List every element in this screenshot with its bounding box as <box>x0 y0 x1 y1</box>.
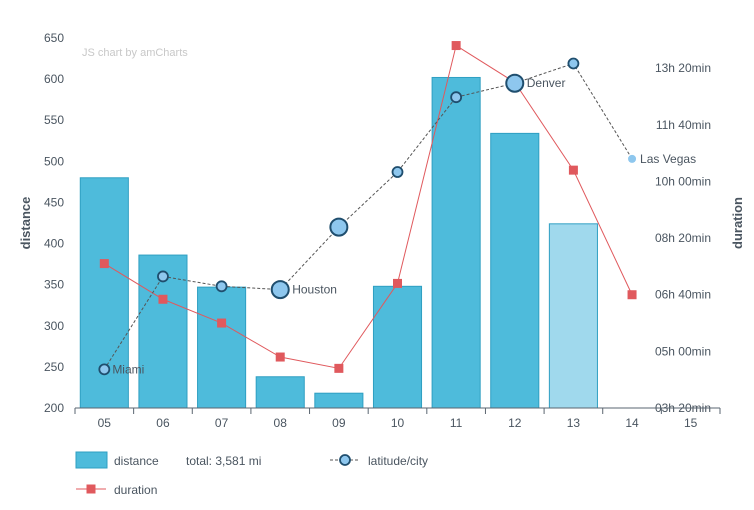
duration-point <box>393 279 402 288</box>
y-right-tick-label: 05h 00min <box>655 344 711 358</box>
y-right-tick-label: 10h 00min <box>655 174 711 188</box>
x-tick-label: 10 <box>391 416 405 430</box>
x-tick-label: 14 <box>625 416 639 430</box>
y-right-tick-label: 08h 20min <box>655 231 711 245</box>
bar-distance <box>373 286 421 408</box>
duration-point <box>452 41 461 50</box>
duration-point <box>276 353 285 362</box>
x-tick-label: 13 <box>567 416 581 430</box>
y-left-tick-label: 500 <box>44 154 64 168</box>
latitude-point <box>451 92 461 102</box>
duration-point <box>334 364 343 373</box>
x-tick-label: 11 <box>450 416 463 430</box>
legend-distance-label: distance <box>114 454 159 468</box>
duration-point <box>217 319 226 328</box>
duration-point <box>569 166 578 175</box>
y-right-tick-label: 13h 20min <box>655 61 711 75</box>
latitude-point <box>393 167 403 177</box>
duration-point <box>158 295 167 304</box>
y-right-tick-label: 11h 40min <box>656 118 711 132</box>
latitude-point <box>272 281 289 298</box>
bar-distance <box>256 377 304 408</box>
y-left-tick-label: 200 <box>44 401 64 415</box>
latitude-point <box>217 281 227 291</box>
latitude-point <box>330 219 347 236</box>
legend-duration-marker <box>87 485 96 494</box>
y-left-tick-label: 350 <box>44 278 64 292</box>
bar-distance <box>198 287 246 408</box>
city-label: Miami <box>112 362 144 376</box>
latitude-point <box>628 155 636 163</box>
y-left-tick-label: 300 <box>44 319 64 333</box>
legend-duration-label: duration <box>114 483 157 497</box>
city-label: Las Vegas <box>640 152 696 166</box>
bar-distance <box>491 133 539 408</box>
latitude-point <box>506 75 523 92</box>
duration-point <box>628 290 637 299</box>
bar-distance <box>549 224 597 408</box>
y-left-tick-label: 550 <box>44 113 64 127</box>
x-tick-label: 08 <box>274 416 288 430</box>
latitude-point <box>99 364 109 374</box>
bar-distance <box>432 77 480 408</box>
chart-credit: JS chart by amCharts <box>82 47 188 59</box>
city-label: Houston <box>292 283 337 297</box>
legend-distance-swatch <box>76 452 107 468</box>
legend-distance-total: total: 3,581 mi <box>186 454 261 468</box>
y-left-tick-label: 450 <box>44 195 64 209</box>
x-tick-label: 05 <box>98 416 112 430</box>
x-tick-label: 15 <box>684 416 698 430</box>
y-right-axis-title: duration <box>730 197 745 249</box>
latitude-point <box>158 271 168 281</box>
x-tick-label: 07 <box>215 416 229 430</box>
y-left-tick-label: 400 <box>44 237 64 251</box>
y-right-tick-label: 06h 40min <box>655 288 711 302</box>
bar-distance <box>315 393 363 408</box>
x-tick-label: 09 <box>332 416 346 430</box>
legend-latitude-marker <box>340 455 350 465</box>
x-tick-label: 12 <box>508 416 522 430</box>
latitude-point <box>568 58 578 68</box>
y-left-tick-label: 250 <box>44 360 64 374</box>
y-left-axis-title: distance <box>18 197 33 250</box>
legend-latitude-label: latitude/city <box>368 454 428 468</box>
duration-point <box>100 259 109 268</box>
y-left-tick-label: 600 <box>44 72 64 86</box>
x-tick-label: 06 <box>156 416 170 430</box>
city-label: Denver <box>527 76 566 90</box>
y-left-tick-label: 650 <box>44 31 64 45</box>
